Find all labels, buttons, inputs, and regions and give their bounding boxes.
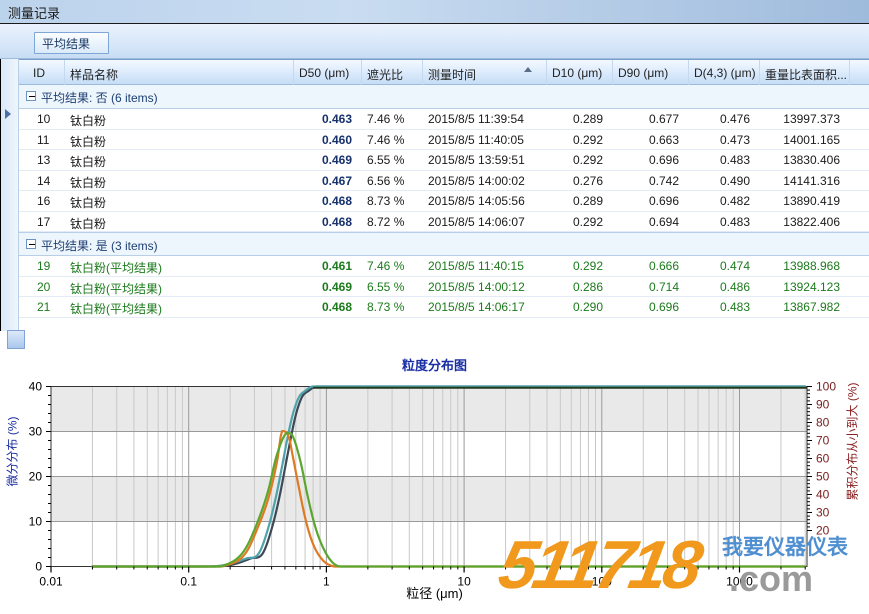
svg-text:20: 20 [29, 470, 43, 484]
svg-text:0: 0 [35, 560, 42, 574]
svg-text:10: 10 [29, 515, 43, 529]
svg-text:40: 40 [29, 380, 43, 394]
svg-text:60: 60 [816, 452, 830, 466]
svg-text:90: 90 [816, 398, 830, 412]
svg-text:80: 80 [816, 416, 830, 430]
svg-text:30: 30 [816, 506, 830, 520]
svg-text:70: 70 [816, 434, 830, 448]
svg-text:50: 50 [816, 470, 830, 484]
svg-text:40: 40 [816, 488, 830, 502]
svg-text:100: 100 [816, 380, 836, 394]
svg-text:30: 30 [29, 425, 43, 439]
